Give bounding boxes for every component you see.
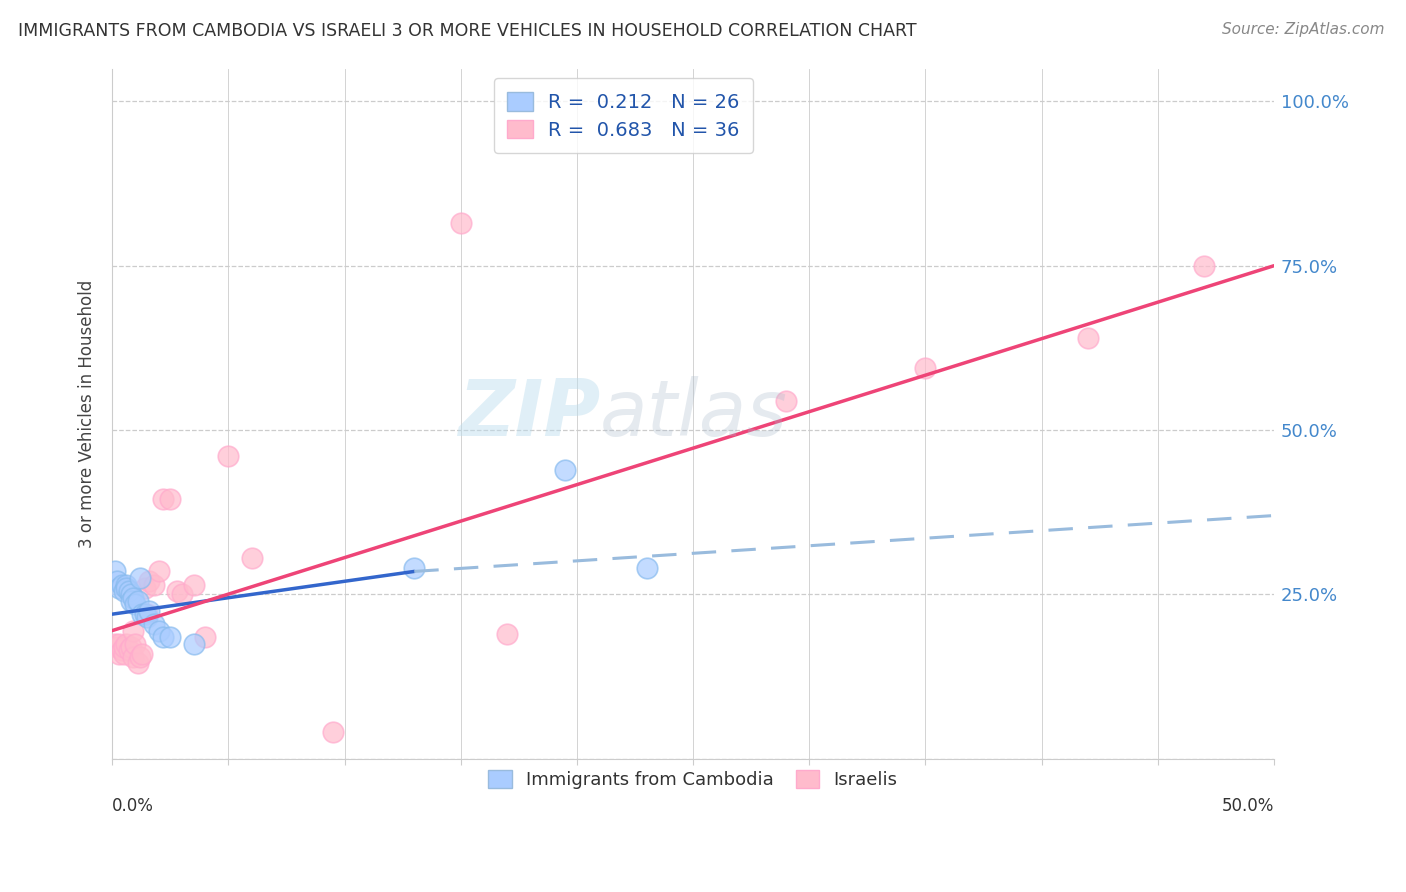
Point	[152, 630, 174, 644]
Point	[103, 637, 125, 651]
Point	[117, 584, 139, 599]
Point	[240, 551, 263, 566]
Point	[775, 393, 797, 408]
Point	[138, 574, 160, 589]
Point	[122, 624, 145, 638]
Point	[217, 450, 239, 464]
Text: 50.0%: 50.0%	[1222, 797, 1274, 814]
Point	[105, 574, 128, 589]
Point	[404, 561, 426, 575]
Point	[143, 617, 166, 632]
Point	[554, 462, 576, 476]
Y-axis label: 3 or more Vehicles in Household: 3 or more Vehicles in Household	[79, 279, 96, 548]
Point	[450, 216, 472, 230]
Point	[127, 657, 149, 671]
Point	[166, 584, 188, 599]
Point	[496, 627, 519, 641]
Point	[117, 643, 139, 657]
Point	[152, 492, 174, 507]
Point	[138, 604, 160, 618]
Point	[120, 587, 142, 601]
Point	[143, 577, 166, 591]
Point	[122, 591, 145, 605]
Point	[105, 640, 128, 654]
Point	[159, 492, 181, 507]
Point	[194, 630, 217, 644]
Point	[112, 640, 135, 654]
Point	[131, 647, 153, 661]
Text: ZIP: ZIP	[458, 376, 600, 451]
Legend: Immigrants from Cambodia, Israelis: Immigrants from Cambodia, Israelis	[479, 761, 907, 798]
Point	[124, 637, 146, 651]
Point	[1077, 331, 1099, 345]
Point	[322, 725, 344, 739]
Point	[129, 649, 152, 664]
Point	[112, 584, 135, 599]
Text: Source: ZipAtlas.com: Source: ZipAtlas.com	[1222, 22, 1385, 37]
Point	[124, 597, 146, 611]
Point	[108, 647, 131, 661]
Point	[636, 561, 658, 575]
Point	[159, 630, 181, 644]
Point	[129, 571, 152, 585]
Point	[183, 577, 205, 591]
Point	[120, 594, 142, 608]
Point	[170, 587, 193, 601]
Point	[1192, 259, 1215, 273]
Point	[127, 594, 149, 608]
Point	[134, 581, 156, 595]
Point	[115, 637, 138, 651]
Point	[148, 624, 170, 638]
Point	[112, 647, 135, 661]
Point	[134, 607, 156, 622]
Point	[131, 607, 153, 622]
Text: 0.0%: 0.0%	[112, 797, 155, 814]
Point	[103, 565, 125, 579]
Text: IMMIGRANTS FROM CAMBODIA VS ISRAELI 3 OR MORE VEHICLES IN HOUSEHOLD CORRELATION : IMMIGRANTS FROM CAMBODIA VS ISRAELI 3 OR…	[18, 22, 917, 40]
Point	[914, 360, 936, 375]
Point	[148, 565, 170, 579]
Point	[108, 581, 131, 595]
Text: atlas: atlas	[600, 376, 787, 451]
Point	[110, 643, 132, 657]
Point	[136, 607, 159, 622]
Point	[136, 610, 159, 624]
Point	[183, 637, 205, 651]
Point	[122, 649, 145, 664]
Point	[115, 581, 138, 595]
Point	[120, 640, 142, 654]
Point	[115, 577, 138, 591]
Point	[110, 577, 132, 591]
Point	[108, 637, 131, 651]
